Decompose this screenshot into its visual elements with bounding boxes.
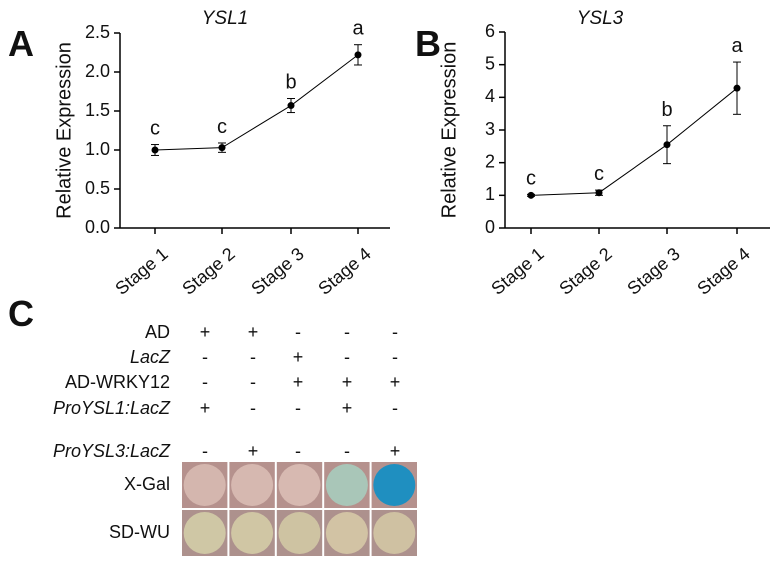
sign: + bbox=[293, 372, 304, 392]
sign: + bbox=[390, 441, 401, 461]
significance-letter: b bbox=[285, 72, 296, 94]
sign: - bbox=[295, 441, 301, 461]
y-axis-label: Relative Expression bbox=[438, 42, 460, 219]
significance-letter: b bbox=[661, 99, 672, 121]
row-label: AD-WRKY12 bbox=[65, 372, 170, 392]
sign: + bbox=[200, 322, 211, 342]
data-line bbox=[154, 54, 359, 151]
colony bbox=[325, 512, 368, 554]
colony bbox=[183, 512, 226, 554]
sign: - bbox=[250, 347, 256, 367]
y-tick-label: 6 bbox=[485, 21, 495, 41]
y-tick-label: 0 bbox=[485, 217, 495, 237]
y-tick-label: 2 bbox=[485, 151, 495, 171]
sign: - bbox=[392, 322, 398, 342]
significance-letter: a bbox=[352, 18, 364, 40]
data-line bbox=[530, 87, 738, 196]
data-point bbox=[663, 141, 671, 149]
colony bbox=[325, 464, 368, 506]
chart-title: YSL3 bbox=[577, 8, 624, 29]
row-label: ProYSL1:LacZ bbox=[53, 398, 171, 418]
colony bbox=[183, 464, 226, 506]
chart-title: YSL1 bbox=[202, 8, 248, 29]
sign: - bbox=[202, 347, 208, 367]
sign: - bbox=[250, 398, 256, 418]
colony bbox=[231, 464, 274, 506]
sign: - bbox=[295, 322, 301, 342]
sign: - bbox=[202, 372, 208, 392]
y-axis-label: Relative Expression bbox=[53, 42, 75, 219]
y-tick-label: 1 bbox=[485, 184, 495, 204]
panel-label: B bbox=[415, 23, 441, 64]
sign: - bbox=[344, 322, 350, 342]
sign: + bbox=[248, 441, 259, 461]
significance-letter: a bbox=[731, 35, 743, 57]
data-point bbox=[287, 102, 295, 110]
data-point bbox=[151, 146, 159, 154]
y-tick-label: 1.0 bbox=[85, 139, 110, 159]
row-label: LacZ bbox=[130, 347, 171, 367]
panel-label: A bbox=[8, 23, 34, 64]
row-label: AD bbox=[145, 322, 170, 342]
data-point bbox=[354, 51, 362, 59]
assay-label: X-Gal bbox=[124, 474, 170, 494]
sign: - bbox=[392, 398, 398, 418]
colony bbox=[231, 512, 274, 554]
significance-letter: c bbox=[594, 163, 604, 185]
sign: + bbox=[390, 372, 401, 392]
significance-letter: c bbox=[217, 116, 227, 138]
sign: - bbox=[295, 398, 301, 418]
sign: + bbox=[342, 398, 353, 418]
colony bbox=[278, 512, 321, 554]
sign: - bbox=[392, 347, 398, 367]
colony bbox=[278, 464, 321, 506]
colony bbox=[373, 512, 416, 554]
sign: + bbox=[293, 347, 304, 367]
sign: - bbox=[250, 372, 256, 392]
sign: - bbox=[344, 347, 350, 367]
significance-letter: c bbox=[150, 118, 160, 140]
data-point bbox=[733, 84, 741, 92]
sign: - bbox=[202, 441, 208, 461]
y-tick-label: 0.0 bbox=[85, 217, 110, 237]
y-tick-label: 2.5 bbox=[85, 22, 110, 42]
y-tick-label: 2.0 bbox=[85, 61, 110, 81]
y-tick-label: 5 bbox=[485, 53, 495, 73]
sign: + bbox=[342, 372, 353, 392]
sign: + bbox=[200, 398, 211, 418]
y-tick-label: 3 bbox=[485, 119, 495, 139]
colony bbox=[373, 464, 416, 506]
significance-letter: c bbox=[526, 167, 536, 189]
y-tick-label: 1.5 bbox=[85, 100, 110, 120]
y-tick-label: 4 bbox=[485, 86, 495, 106]
panel-label: C bbox=[8, 293, 34, 334]
assay-label: SD-WU bbox=[109, 522, 170, 542]
y-tick-label: 0.5 bbox=[85, 178, 110, 198]
data-point bbox=[595, 189, 603, 197]
data-point bbox=[527, 191, 535, 199]
sign: - bbox=[344, 441, 350, 461]
data-point bbox=[218, 144, 226, 152]
sign: + bbox=[248, 322, 259, 342]
row-label: ProYSL3:LacZ bbox=[53, 441, 171, 461]
